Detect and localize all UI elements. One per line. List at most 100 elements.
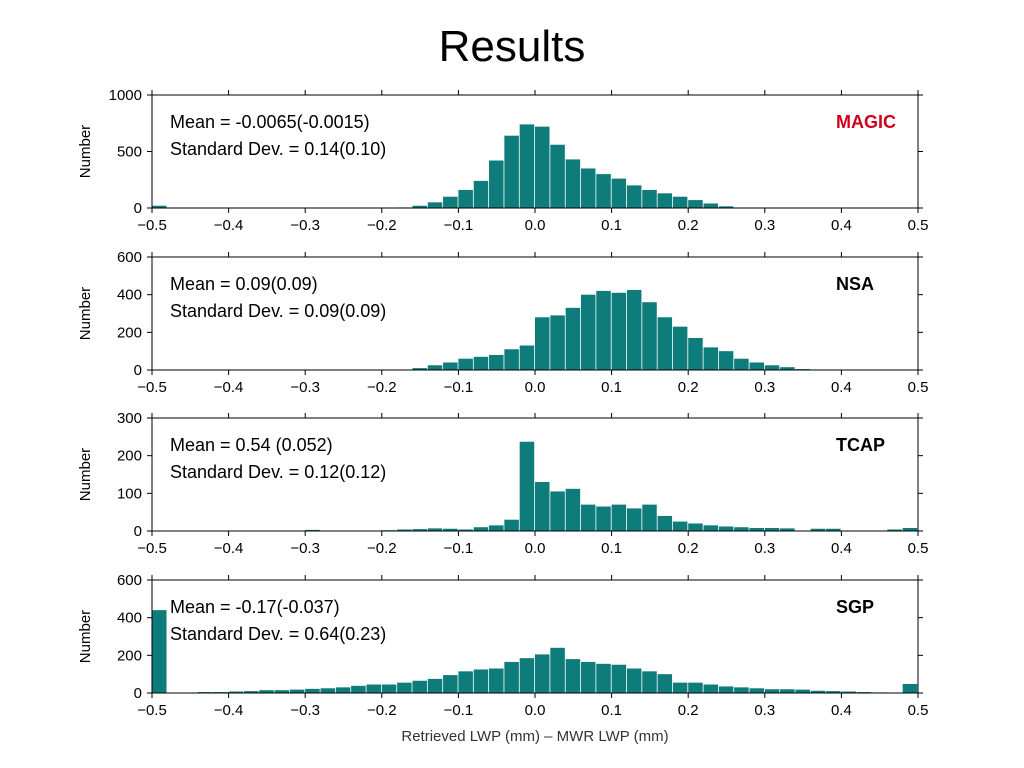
histogram-bar	[443, 675, 458, 693]
histogram-bar	[688, 337, 703, 370]
y-tick-label: 200	[117, 324, 142, 341]
x-tick-label: 0.3	[754, 379, 775, 396]
slide-title: Results	[438, 22, 586, 71]
x-tick-label: −0.1	[444, 379, 474, 396]
x-tick-label: 0.0	[525, 702, 546, 719]
y-tick-label: 1000	[109, 87, 142, 104]
y-tick-label: 0	[134, 523, 142, 540]
y-tick-label: 0	[134, 685, 142, 702]
x-tick-label: 0.3	[754, 702, 775, 719]
std-annotation: Standard Dev. = 0.64(0.23)	[170, 624, 386, 644]
histogram-bar	[718, 206, 734, 208]
histogram-bar	[550, 144, 565, 208]
histogram-bar	[902, 683, 918, 693]
y-tick-label: 0	[134, 362, 142, 379]
histogram-bar	[611, 664, 627, 693]
x-tick-label: −0.3	[290, 540, 320, 557]
histogram-bar	[657, 674, 673, 693]
histogram-bar	[473, 527, 489, 531]
histogram-bar	[473, 356, 489, 370]
histogram-bar	[489, 668, 504, 693]
histogram-bar	[366, 684, 381, 693]
histogram-bar	[427, 678, 443, 694]
histogram-bar	[565, 488, 581, 531]
histogram-bar	[657, 317, 673, 370]
histogram-bar	[565, 307, 581, 370]
histogram-bar	[596, 506, 611, 531]
histogram-bar	[243, 691, 259, 693]
x-tick-label: −0.2	[367, 702, 397, 719]
y-axis-label: Number	[77, 448, 94, 501]
x-tick-label: −0.4	[214, 217, 244, 234]
histogram-bar	[519, 658, 535, 693]
mean-annotation: Mean = 0.09(0.09)	[170, 274, 318, 294]
y-tick-label: 400	[117, 287, 142, 304]
histogram-bar	[519, 441, 535, 531]
histogram-bar	[718, 526, 734, 531]
histogram-bar	[596, 290, 611, 370]
std-annotation: Standard Dev. = 0.09(0.09)	[170, 301, 386, 321]
x-tick-label: −0.1	[444, 540, 474, 557]
y-tick-label: 200	[117, 448, 142, 465]
histogram-bar	[259, 690, 274, 693]
panel-nsa: −0.5 −0.4 −0.3 −0.2 −0.1 0.0 0.1 0.2 0.3 0.4 0.5 0 2…	[77, 249, 928, 396]
histogram-bar	[642, 302, 657, 370]
x-tick-label: −0.4	[214, 540, 244, 557]
histogram-bar	[458, 671, 473, 693]
histogram-bar	[305, 688, 320, 693]
y-axis-label: Number	[77, 610, 94, 663]
histogram-bar	[274, 690, 290, 693]
std-annotation: Standard Dev. = 0.12(0.12)	[170, 462, 386, 482]
x-tick-label: 0.4	[831, 217, 852, 234]
histogram-bar	[427, 528, 443, 531]
histogram-bar	[473, 669, 489, 693]
x-tick-label: 0.2	[678, 379, 699, 396]
x-tick-label: −0.5	[137, 540, 167, 557]
histogram-bar	[565, 659, 581, 693]
histogram-bar	[443, 196, 458, 208]
x-tick-label: −0.3	[290, 702, 320, 719]
histogram-bar	[626, 185, 642, 208]
x-tick-label: −0.2	[367, 379, 397, 396]
histogram-bar	[381, 684, 397, 693]
x-tick-label: 0.1	[601, 379, 622, 396]
histogram-bar	[489, 160, 504, 208]
x-tick-label: 0.3	[754, 540, 775, 557]
histogram-bar	[152, 610, 167, 693]
histogram-bar	[672, 521, 688, 531]
histogram-bar	[688, 200, 703, 208]
histogram-bar	[473, 180, 489, 208]
site-label: TCAP	[836, 435, 885, 455]
histogram-bar	[504, 519, 519, 531]
histogram-bar	[795, 689, 810, 693]
y-tick-label: 300	[117, 410, 142, 427]
x-tick-label: 0.4	[831, 702, 852, 719]
histogram-bar	[672, 682, 688, 693]
x-tick-label: 0.5	[908, 540, 929, 557]
x-tick-label: 0.2	[678, 702, 699, 719]
histogram-bar	[780, 367, 795, 370]
y-tick-label: 600	[117, 572, 142, 589]
histogram-bar	[703, 525, 719, 531]
histogram-bar	[228, 691, 244, 693]
mean-annotation: Mean = -0.17(-0.037)	[170, 597, 340, 617]
x-tick-label: −0.5	[137, 379, 167, 396]
histogram-bar	[458, 529, 473, 531]
x-tick-label: −0.4	[214, 702, 244, 719]
histogram-bar	[826, 528, 841, 531]
histogram-bar	[718, 686, 734, 693]
histogram-bar	[397, 529, 412, 531]
std-annotation: Standard Dev. = 0.14(0.10)	[170, 139, 386, 159]
histogram-bar	[810, 690, 826, 693]
x-tick-label: 0.1	[601, 702, 622, 719]
histogram-bar	[535, 654, 550, 693]
histogram-bar	[320, 688, 336, 693]
histogram-bar	[764, 527, 780, 531]
histogram-bar	[657, 193, 673, 208]
histogram-bar	[734, 358, 749, 370]
x-tick-label: 0.0	[525, 379, 546, 396]
x-tick-label: 0.1	[601, 217, 622, 234]
histogram-bar	[412, 368, 427, 370]
mean-annotation: Mean = 0.54 (0.052)	[170, 435, 333, 455]
histogram-bar	[749, 527, 764, 531]
